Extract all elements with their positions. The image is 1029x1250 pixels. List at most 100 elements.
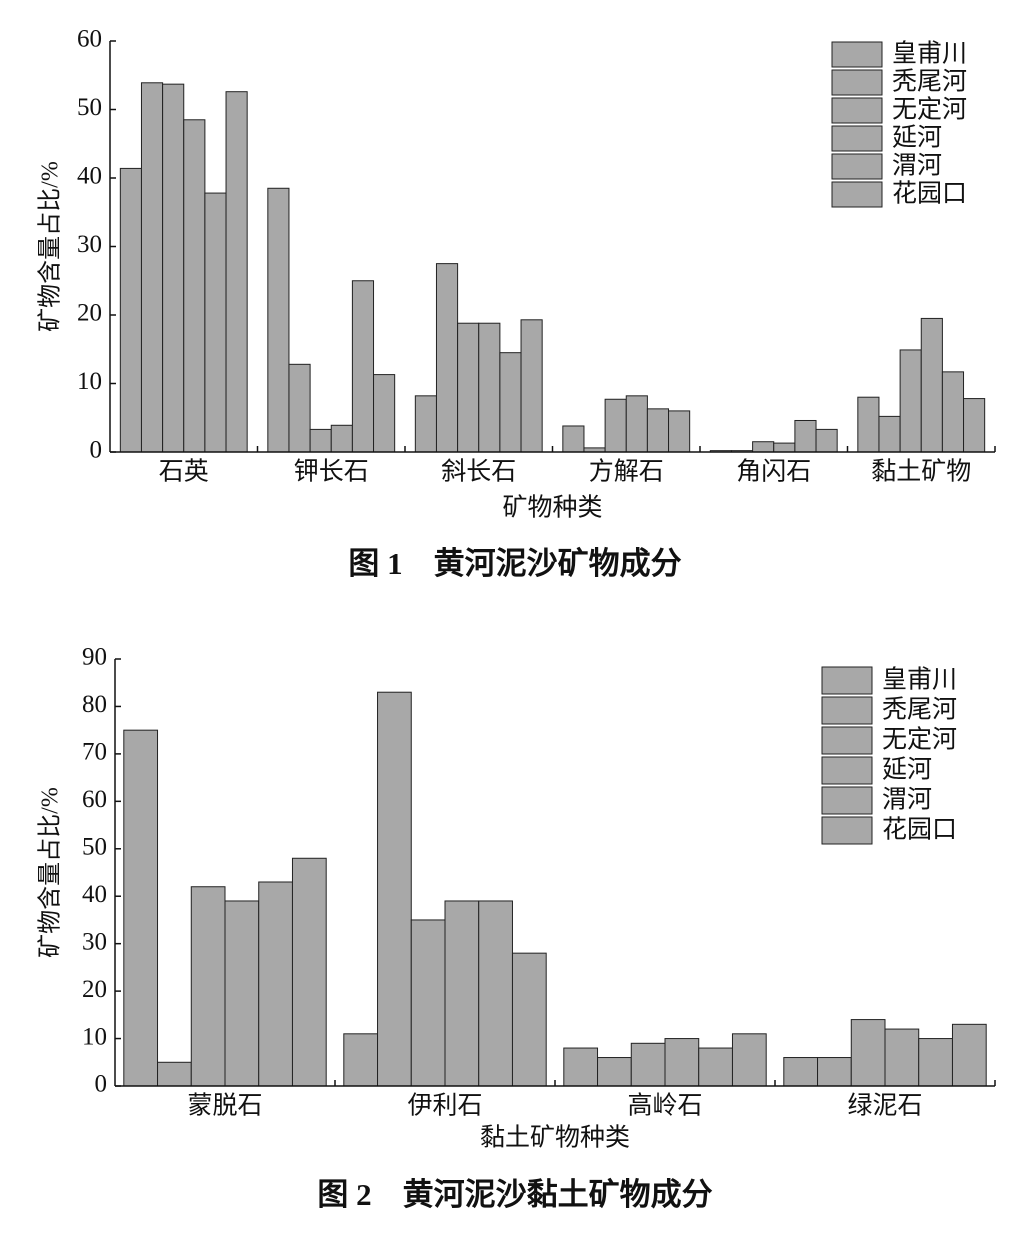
figure-caption: 图 1 黄河泥沙矿物成分 [348,546,681,581]
legend-label: 无定河 [892,96,967,124]
bar [731,1033,767,1087]
bar [630,1042,666,1087]
y-axis-label: 矿物含量占比/% [37,161,64,332]
y-tick-label: 40 [82,881,107,908]
bar [899,349,922,453]
y-tick-label: 60 [77,26,102,53]
bar [351,280,375,453]
x-tick-label: 石英 [159,458,209,486]
bar [330,424,353,453]
bar [162,83,185,453]
legend-label: 花园口 [882,816,957,844]
bar [604,398,627,453]
figure-caption: 图 2 黄河泥沙黏土矿物成分 [317,1177,712,1212]
legend-swatch [821,756,873,785]
bar [562,425,585,453]
legend-label: 花园口 [892,180,967,208]
bar [157,1061,192,1087]
legend-label: 皇甫川 [882,666,957,694]
legend-swatch [821,696,873,725]
bar [123,729,159,1087]
x-axis-label: 黏土矿物种类 [480,1124,630,1152]
legend-swatch [831,41,883,68]
y-tick-label: 50 [82,834,107,861]
bar [435,263,459,453]
bar [267,187,290,453]
legend-label: 渭河 [882,786,932,814]
x-tick-label: 角闪石 [736,458,811,486]
legend-swatch [831,69,883,96]
bar [783,1057,819,1087]
bar [291,857,327,1087]
legend-swatch [821,666,873,695]
y-tick-label: 0 [95,1071,108,1098]
x-axis-label: 矿物种类 [502,494,602,522]
legend-label: 延河 [882,756,932,784]
x-tick-label: 方解石 [589,458,664,486]
legend-label: 无定河 [882,726,957,754]
legend-label: 皇甫川 [892,40,967,68]
legend-label: 渭河 [892,152,942,180]
bar [119,167,142,453]
y-tick-label: 10 [77,368,102,395]
y-axis-label: 矿物含量占比/% [37,787,64,958]
legend-swatch [821,816,873,845]
bar [258,881,293,1087]
legend-swatch [831,97,883,124]
bar [951,1023,987,1087]
bar [140,82,164,453]
bar [190,886,226,1087]
y-tick-label: 80 [82,691,107,718]
x-tick-label: 蒙脱石 [187,1092,262,1120]
bar [625,395,648,453]
y-tick-label: 0 [90,437,103,464]
bar [309,428,332,453]
legend-label: 延河 [892,124,942,152]
bar [920,317,943,453]
bar [444,900,480,1087]
y-tick-label: 10 [82,1023,107,1050]
bar [884,1028,920,1087]
bar [850,1019,886,1087]
bar [815,428,838,453]
bar [941,371,965,453]
bar [520,319,543,453]
y-tick-label: 70 [82,739,107,766]
legend-swatch [831,181,883,208]
legend-swatch [821,786,873,815]
y-tick-label: 40 [77,163,102,190]
bar [698,1047,733,1087]
bar [857,396,880,453]
bar [794,419,817,453]
bar [183,119,206,453]
y-tick-label: 20 [77,300,102,327]
bar [752,441,775,453]
bar [817,1057,852,1087]
bar [563,1047,599,1087]
y-tick-label: 90 [82,644,107,671]
x-tick-label: 绿泥石 [847,1092,922,1120]
bar [224,900,260,1087]
bar [773,442,796,453]
x-tick-label: 钾长石 [294,458,369,486]
legend-label: 秃尾河 [882,696,957,724]
bar [511,952,547,1087]
y-tick-label: 30 [82,928,107,955]
bar [288,363,311,453]
bar [597,1057,632,1087]
bar [410,919,446,1087]
bar [664,1038,700,1087]
bar [918,1038,953,1087]
x-tick-label: 伊利石 [407,1092,482,1120]
y-tick-label: 20 [82,976,107,1003]
bar [204,192,227,453]
x-tick-label: 高岭石 [627,1092,702,1120]
bar [377,691,412,1087]
y-tick-label: 60 [82,786,107,813]
bar [646,408,670,453]
bar [457,322,480,453]
bar [963,398,986,453]
x-tick-label: 黏土矿物 [871,458,971,486]
x-tick-label: 斜长石 [441,458,516,486]
